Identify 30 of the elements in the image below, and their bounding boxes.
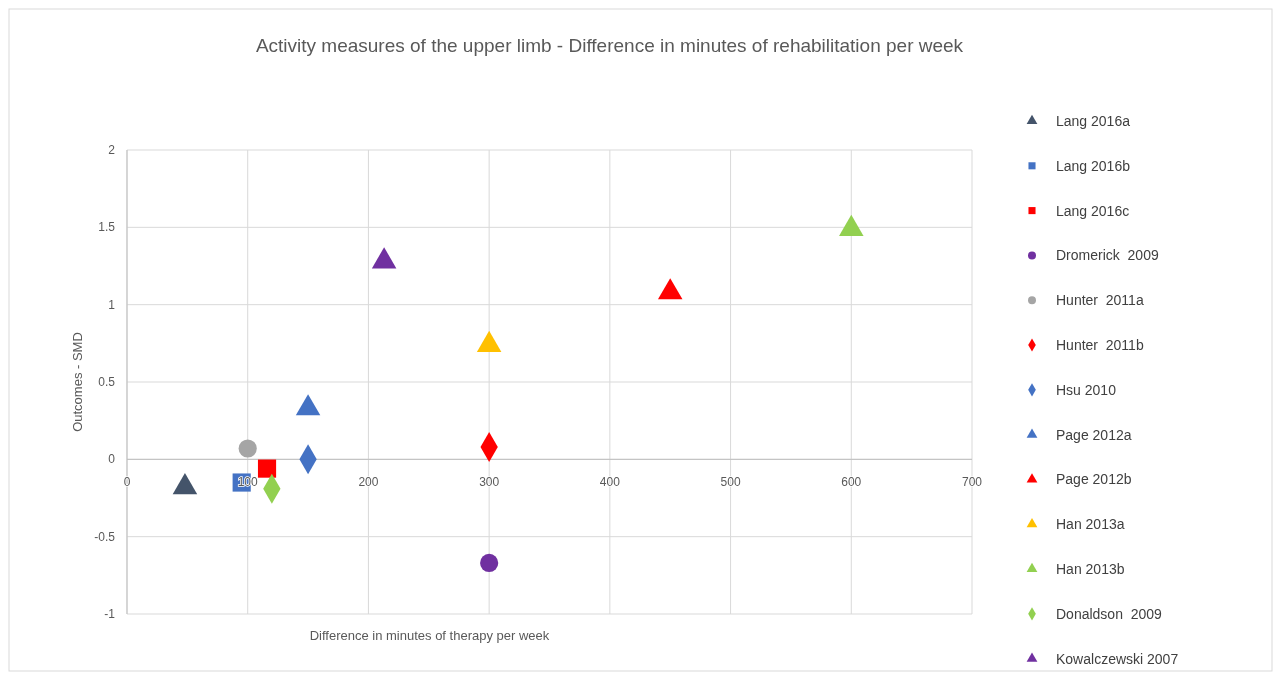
legend-label: Donaldson 2009: [1056, 605, 1163, 622]
legend-label: Lang 2016c: [1056, 202, 1130, 219]
x-tick-label: 0: [123, 475, 131, 490]
x-tick-label: 400: [599, 475, 621, 490]
legend-label: Hunter 2011a: [1056, 292, 1144, 309]
y-tick-label: 1.5: [98, 220, 116, 235]
x-axis-title: Difference in minutes of therapy per week: [309, 628, 550, 643]
x-tick-label: 500: [720, 475, 741, 490]
legend-label: Hsu 2010: [1056, 381, 1117, 398]
legend-label: Page 2012a: [1056, 426, 1132, 443]
x-tick-label: 600: [841, 475, 862, 490]
legend-label: Page 2012b: [1056, 471, 1132, 488]
x-tick-label: 300: [479, 475, 500, 490]
x-tick-label: 200: [358, 475, 379, 490]
legend-label: Dromerick 2009: [1056, 247, 1159, 264]
chart-title: Activity measures of the upper limb - Difference in minutes of rehabilitation per week: [255, 35, 964, 56]
y-tick-label: 1: [108, 297, 116, 312]
y-tick-label: 2: [108, 143, 116, 157]
legend-label: Kowalczewski 2007: [1056, 650, 1179, 667]
legend-label: Han 2013b: [1056, 561, 1125, 577]
y-axis-title: Outcomes - SMD: [70, 332, 85, 432]
y-tick-label: 0.5: [98, 375, 116, 389]
legend-label: Han 2013a: [1056, 516, 1125, 533]
legend-label: Lang 2016a: [1056, 113, 1131, 129]
legend-label: Lang 2016b: [1056, 157, 1131, 174]
y-tick-label: 0: [108, 452, 116, 467]
y-tick-label: -0.5: [94, 529, 116, 544]
x-tick-label: 700: [961, 475, 983, 490]
legend-label: Hunter 2011b: [1056, 337, 1144, 353]
y-tick-label: -1: [104, 607, 116, 621]
